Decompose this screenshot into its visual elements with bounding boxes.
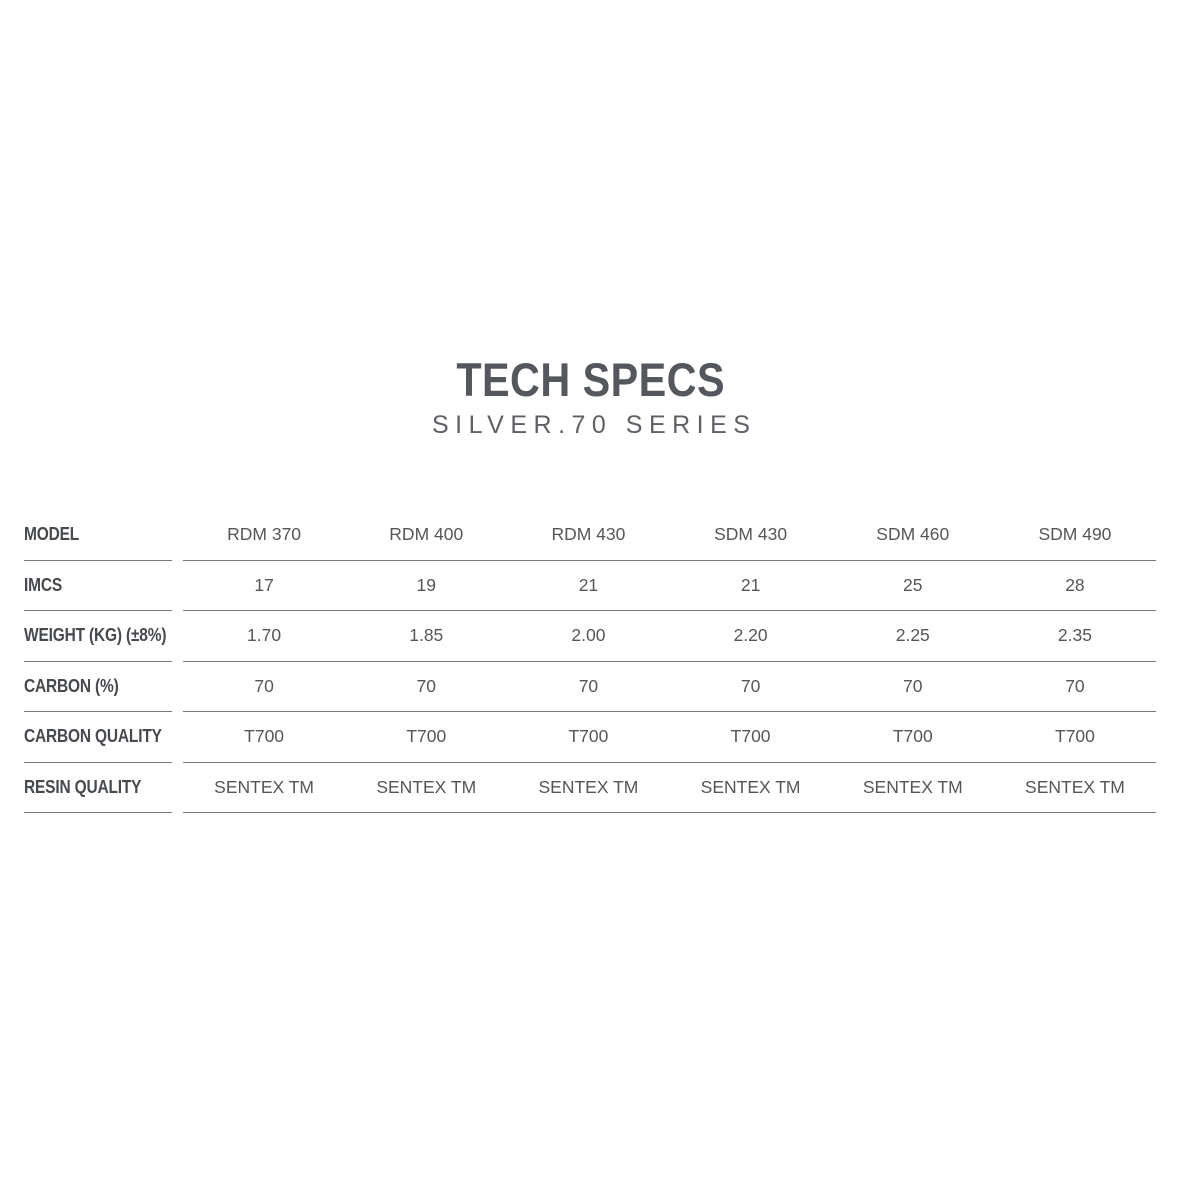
table-row-carbon-quality: CARBON QUALITY T700 T700 T700 T700 T700 … — [24, 712, 1156, 763]
table-row-imcs: IMCS 17 19 21 21 25 28 — [24, 561, 1156, 612]
table-row-resin-quality: RESIN QUALITY SENTEX TM SENTEX TM SENTEX… — [24, 763, 1156, 814]
table-cell: 28 — [1065, 574, 1085, 595]
table-cell: 70 — [740, 675, 761, 696]
row-label-cell: RESIN QUALITY — [24, 763, 172, 813]
table-cell: T700 — [568, 726, 609, 747]
row-values: T700 T700 T700 T700 T700 T700 — [183, 712, 1156, 763]
table-cell: 21 — [740, 574, 761, 595]
row-values: RDM 370 RDM 400 RDM 430 SDM 430 SDM 460 … — [183, 510, 1156, 561]
table-cell: 17 — [254, 574, 274, 595]
table-cell: SENTEX TM — [700, 776, 801, 797]
table-cell: 2.35 — [1057, 625, 1092, 646]
column-gap — [172, 763, 183, 814]
table-cell: SDM 460 — [876, 524, 950, 545]
page-subtitle: SILVER.70 SERIES — [432, 411, 757, 439]
row-label: MODEL — [24, 524, 80, 545]
table-cell: 70 — [578, 675, 599, 696]
table-cell: 70 — [254, 675, 274, 696]
row-label-cell: IMCS — [24, 561, 172, 611]
column-gap — [172, 662, 183, 713]
table-cell: 70 — [416, 675, 436, 696]
table-cell: SDM 430 — [714, 524, 788, 545]
row-values: 17 19 21 21 25 28 — [183, 561, 1156, 611]
row-label-cell: CARBON QUALITY — [24, 712, 172, 763]
table-cell: SENTEX TM — [862, 776, 963, 797]
table-cell: RDM 370 — [227, 524, 302, 545]
column-gap — [172, 561, 183, 612]
table-cell: T700 — [730, 726, 771, 747]
table-cell: 70 — [1065, 675, 1085, 696]
row-label: IMCS — [24, 574, 63, 595]
row-label: CARBON QUALITY — [24, 726, 162, 747]
row-label: WEIGHT (KG) (±8%) — [24, 625, 167, 646]
table-cell: 2.20 — [733, 625, 768, 646]
table-cell: T700 — [892, 726, 933, 747]
table-cell: T700 — [1055, 726, 1095, 747]
row-label: CARBON (%) — [24, 675, 119, 696]
row-values: SENTEX TM SENTEX TM SENTEX TM SENTEX TM … — [183, 763, 1156, 813]
table-cell: T700 — [244, 726, 285, 747]
page-title: TECH SPECS — [456, 353, 726, 406]
row-values: 70 70 70 70 70 70 — [183, 662, 1156, 712]
page-header: TECH SPECS SILVER.70 SERIES — [0, 352, 1182, 440]
row-label-cell: CARBON (%) — [24, 662, 172, 712]
table-cell: 1.70 — [247, 625, 282, 646]
column-gap — [172, 712, 183, 763]
table-cell: 1.85 — [409, 625, 444, 646]
table-cell: 2.25 — [895, 625, 930, 646]
table-row-model: MODEL RDM 370 RDM 400 RDM 430 SDM 430 SD… — [24, 510, 1156, 561]
table-row-carbon: CARBON (%) 70 70 70 70 70 70 — [24, 662, 1156, 713]
row-label-cell: MODEL — [24, 510, 172, 561]
table-cell: 19 — [416, 574, 436, 595]
table-cell: T700 — [406, 726, 447, 747]
table-row-weight: WEIGHT (KG) (±8%) 1.70 1.85 2.00 2.20 2.… — [24, 611, 1156, 662]
table-cell: RDM 430 — [551, 524, 626, 545]
column-gap — [172, 510, 183, 561]
table-cell: 21 — [578, 574, 599, 595]
table-cell: 70 — [903, 675, 923, 696]
table-cell: SENTEX TM — [214, 776, 314, 797]
row-values: 1.70 1.85 2.00 2.20 2.25 2.35 — [183, 611, 1156, 662]
column-gap — [172, 611, 183, 662]
row-label-cell: WEIGHT (KG) (±8%) — [24, 611, 172, 662]
table-cell: RDM 400 — [389, 524, 464, 545]
table-cell: SENTEX TM — [538, 776, 639, 797]
table-cell: SENTEX TM — [1025, 776, 1125, 797]
spec-table: MODEL RDM 370 RDM 400 RDM 430 SDM 430 SD… — [24, 510, 1156, 813]
table-cell: SDM 490 — [1038, 524, 1112, 545]
table-cell: 2.00 — [571, 625, 606, 646]
row-label: RESIN QUALITY — [24, 776, 142, 797]
table-cell: 25 — [903, 574, 923, 595]
table-cell: SENTEX TM — [376, 776, 477, 797]
